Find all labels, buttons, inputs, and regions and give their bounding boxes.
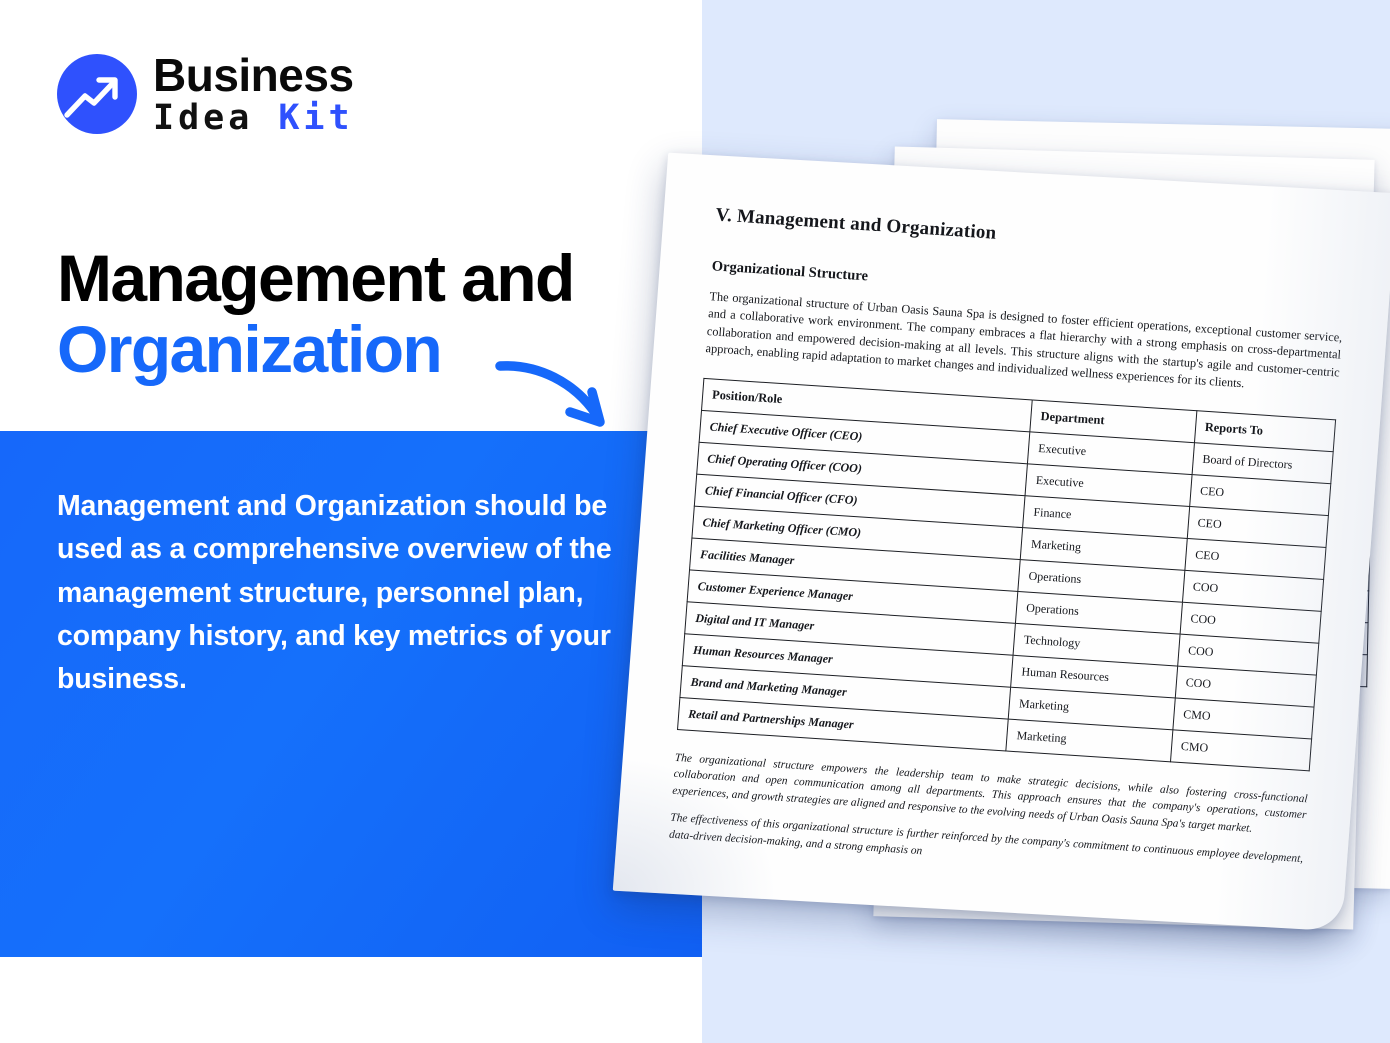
- page-title-line2: Organization: [57, 311, 443, 386]
- hero-description: Management and Organization should be us…: [57, 490, 612, 696]
- page-curl-shadow: [612, 711, 846, 903]
- page-title-line1: Management and: [57, 241, 575, 315]
- brand-name-idea-kit: Idea Kit: [153, 101, 354, 136]
- bottom-white-strip: [0, 957, 702, 1043]
- brand-name-business: Business: [153, 49, 354, 101]
- brand-idea-text: Idea: [153, 98, 279, 138]
- brand-wordmark: Business Idea Kit: [153, 52, 354, 136]
- hero-blue-panel: [0, 431, 702, 957]
- page-title: Management and Organization: [57, 241, 575, 386]
- document-heading: V. Management and Organization: [714, 204, 998, 244]
- brand-kit-text: Kit: [278, 98, 354, 138]
- document-page-front[interactable]: V. Management and Organization Organizat…: [612, 152, 1390, 932]
- curved-down-right-arrow-icon: [495, 361, 605, 427]
- growth-arrow-circle-icon: [57, 54, 137, 134]
- brand-logo[interactable]: Business Idea Kit: [55, 52, 354, 136]
